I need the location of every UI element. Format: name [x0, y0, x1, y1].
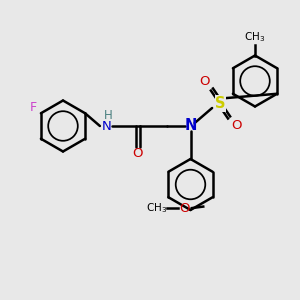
Text: N: N [102, 119, 111, 133]
Text: S: S [215, 96, 226, 111]
Text: O: O [179, 202, 190, 214]
Text: H: H [103, 109, 112, 122]
Text: O: O [232, 119, 242, 132]
Text: CH$_3$: CH$_3$ [146, 201, 167, 215]
Text: CH$_3$: CH$_3$ [244, 31, 266, 44]
Text: F: F [30, 101, 37, 114]
Text: O: O [199, 75, 209, 88]
Text: N: N [184, 118, 197, 134]
Text: O: O [133, 147, 143, 160]
